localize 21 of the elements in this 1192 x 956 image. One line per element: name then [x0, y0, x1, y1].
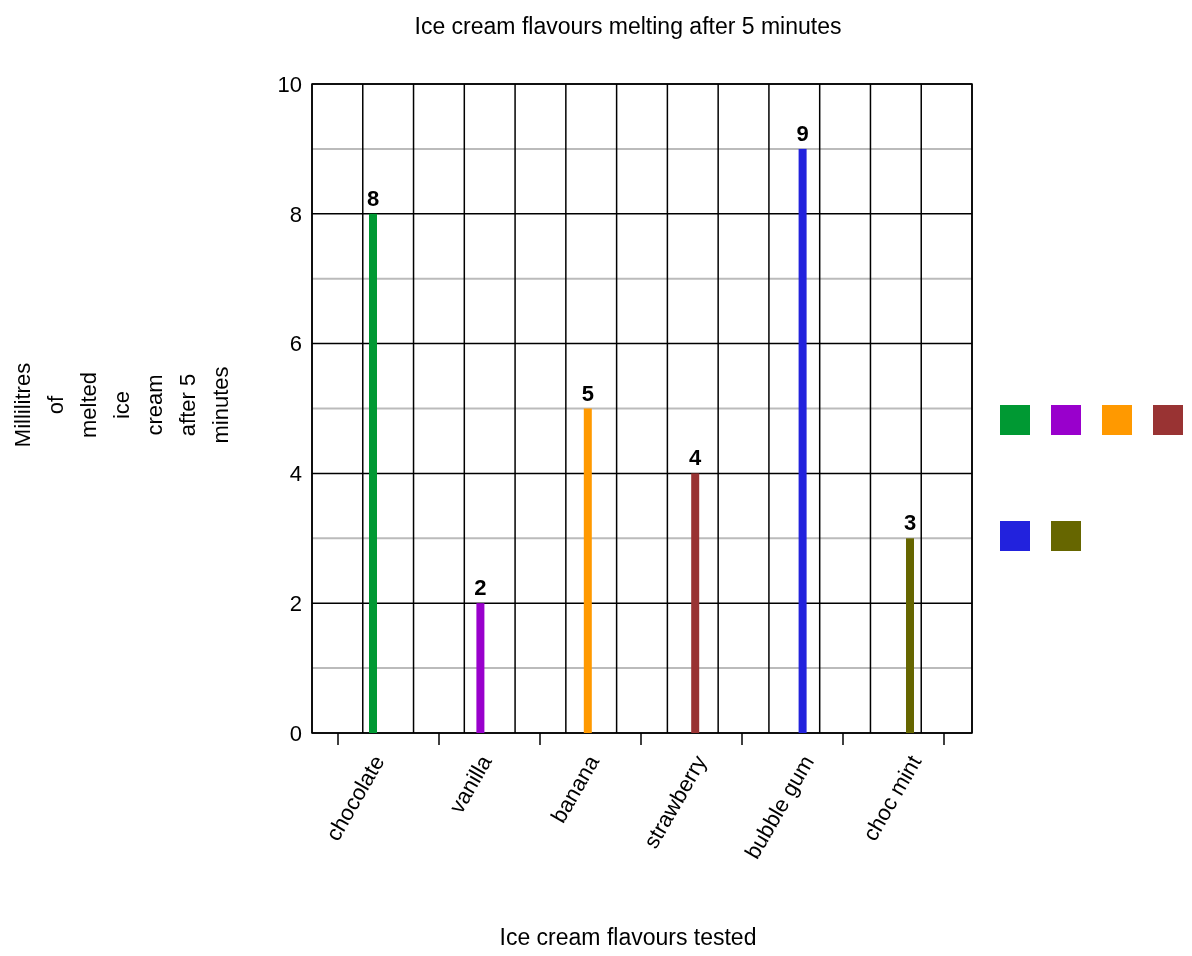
- data-label: 5: [581, 380, 594, 406]
- bar: [583, 408, 592, 733]
- bar: [369, 213, 377, 733]
- y-tick-label: 0: [289, 720, 302, 746]
- chart-title: Ice cream flavours melting after 5 minutes: [414, 13, 842, 39]
- y-tick-label: 10: [277, 71, 302, 97]
- bar: [906, 538, 914, 733]
- data-label: 3: [903, 510, 917, 536]
- bar: [691, 473, 700, 733]
- bar: [798, 148, 807, 733]
- y-axis-title: Millilitres of melted ice cream after 5 minutes: [10, 362, 233, 448]
- y-tick-label: 6: [289, 331, 302, 357]
- data-label: 8: [366, 185, 380, 211]
- bar: [476, 603, 485, 733]
- data-label: 2: [474, 575, 487, 601]
- y-tick-label: 4: [289, 461, 302, 487]
- y-tick-label: 8: [289, 201, 302, 227]
- data-label: 9: [796, 120, 809, 146]
- data-label: 4: [689, 445, 703, 471]
- y-tick-label: 2: [289, 590, 302, 616]
- x-axis-title: Ice cream flavours tested: [499, 924, 757, 950]
